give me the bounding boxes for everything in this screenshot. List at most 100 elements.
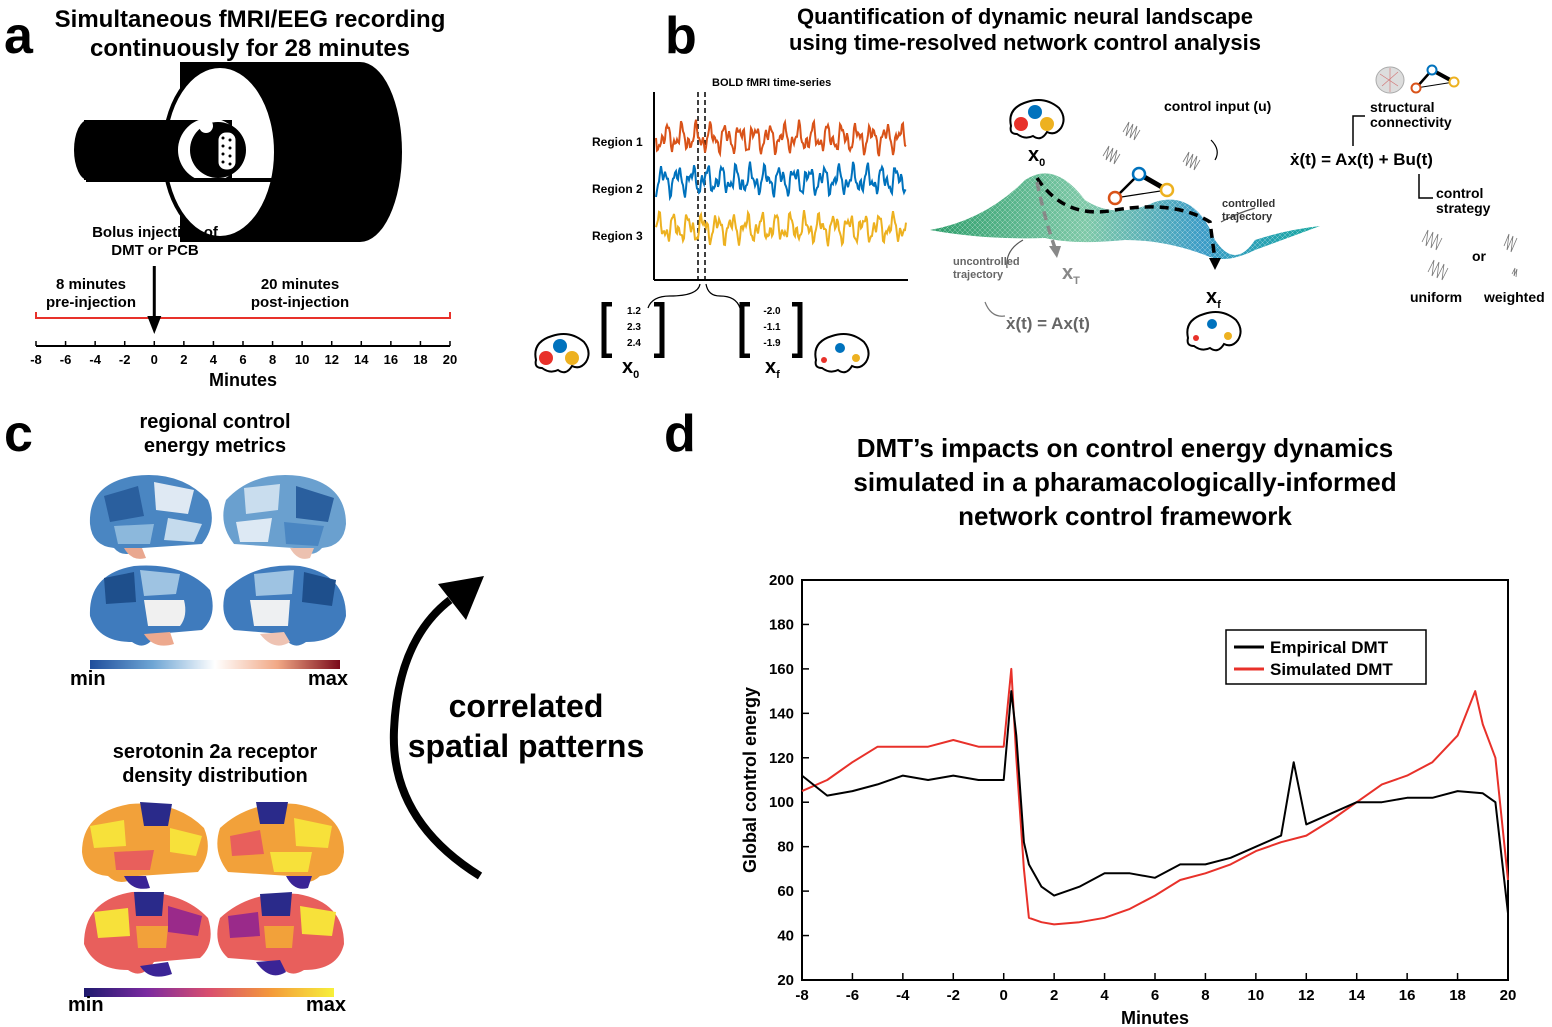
timeline-tick-label: -2 bbox=[119, 352, 131, 367]
cbar1-min-label: min bbox=[70, 668, 106, 690]
equation-pointer bbox=[984, 301, 1006, 317]
panel-b-title-line2: using time-resolved network control anal… bbox=[789, 30, 1261, 56]
y-tick-label: 60 bbox=[777, 883, 794, 900]
timeline-tick-label: 0 bbox=[151, 352, 158, 367]
landscape-xf-text: x bbox=[1206, 286, 1218, 308]
injection-line2: DMT or PCB bbox=[111, 242, 199, 259]
eeg-cap-icon bbox=[217, 131, 237, 171]
bold-series-line bbox=[655, 209, 907, 248]
pre-injection-label: 8 minutes pre-injection bbox=[36, 276, 146, 312]
cbar1-max-label: max bbox=[308, 668, 349, 690]
timeline-tick-label: 2 bbox=[180, 352, 187, 367]
brain-connectome-icon bbox=[1375, 64, 1460, 94]
x-tick-label: 6 bbox=[1151, 987, 1159, 1004]
y-tick-label: 80 bbox=[777, 839, 794, 856]
correlated-label: correlated spatial patterns bbox=[396, 686, 656, 766]
control-energy-colorbar bbox=[90, 660, 340, 669]
control-input-signal-icons bbox=[1102, 121, 1201, 171]
cbar2-max-label: max bbox=[306, 994, 347, 1016]
receptor-density-brain-maps bbox=[82, 802, 344, 977]
legend-entry-label: Simulated DMT bbox=[1270, 660, 1393, 679]
scanner-table bbox=[86, 178, 282, 182]
timeline-tick-label: 6 bbox=[239, 352, 246, 367]
landscape-xt-label: xT bbox=[1062, 262, 1080, 287]
y-tick-label: 120 bbox=[769, 750, 794, 767]
y-tick-label: 140 bbox=[769, 705, 794, 722]
landscape-xf-label: xf bbox=[1206, 286, 1221, 311]
series-simulated-dmt bbox=[801, 667, 1509, 926]
xf-values: -2.0 -1.1 -1.9 bbox=[756, 304, 788, 352]
x-tick-label: -6 bbox=[846, 987, 859, 1004]
bold-timeseries-plot bbox=[653, 92, 908, 281]
landscape-xt-text: x bbox=[1062, 262, 1074, 284]
x0-values: 1.2 2.3 2.4 bbox=[620, 304, 648, 352]
equation-arrows bbox=[1352, 115, 1365, 146]
bold-label: BOLD fMRI time-series bbox=[712, 77, 832, 89]
panel-a-letter: a bbox=[4, 7, 33, 65]
x-tick-label: 10 bbox=[1248, 987, 1265, 1004]
timeline-tick-label: 12 bbox=[324, 352, 338, 367]
controlled-line1: controlled bbox=[1222, 198, 1276, 210]
control-strategy-label: control strategy bbox=[1436, 186, 1490, 215]
cbar2-min-label: min bbox=[68, 994, 104, 1016]
y-tick-label: 100 bbox=[769, 794, 794, 811]
panel-a-title: Simultaneous fMRI/EEG recording continuo… bbox=[40, 6, 460, 64]
structural-line2: connectivity bbox=[1370, 113, 1452, 130]
x-tick-label: -8 bbox=[795, 987, 808, 1004]
correlation-arc-arrow bbox=[389, 576, 484, 880]
panel-a-title-line1: Simultaneous fMRI/EEG recording bbox=[54, 6, 446, 33]
brain-icon-landscape-xf bbox=[1186, 311, 1242, 352]
brain-icon-xf bbox=[814, 333, 870, 374]
weighted-label: weighted bbox=[1484, 289, 1545, 305]
strategy-line2: strategy bbox=[1436, 199, 1491, 216]
c-title1-line1: regional control bbox=[139, 411, 291, 433]
y-tick-label: 160 bbox=[769, 661, 794, 678]
d-title-line1: DMT’s impacts on control energy dynamics bbox=[856, 433, 1394, 463]
panel-d-title: DMT’s impacts on control energy dynamics… bbox=[770, 432, 1480, 533]
landscape-x0-label: x0 bbox=[1028, 144, 1045, 169]
panel-c-title-1: regional control energy metrics bbox=[100, 410, 330, 458]
receptor-brain-lateral-right bbox=[217, 802, 344, 889]
x-tick-label: 18 bbox=[1449, 987, 1466, 1004]
control-energy-brain-maps bbox=[89, 475, 346, 646]
x-tick-label: 14 bbox=[1348, 987, 1365, 1004]
xf-value-1: -2.0 bbox=[763, 306, 781, 317]
y-tick-label: 20 bbox=[777, 972, 794, 989]
x-tick-label: 2 bbox=[1050, 987, 1058, 1004]
network-node-icon bbox=[1107, 166, 1175, 206]
chart-ylabel: Global control energy bbox=[740, 687, 760, 873]
x-tick-label: -4 bbox=[896, 987, 910, 1004]
x-tick-label: 0 bbox=[1000, 987, 1008, 1004]
injection-line1: Bolus injection of bbox=[92, 224, 218, 241]
timeline-tick-label: 4 bbox=[210, 352, 218, 367]
xf-label-sub: f bbox=[776, 369, 780, 381]
panel-b-title-line1: Quantification of dynamic neural landsca… bbox=[797, 4, 1253, 29]
energy-landscape-illustration bbox=[930, 121, 1320, 317]
x-tick-label: -2 bbox=[947, 987, 960, 1004]
uncontrolled-equation: ẋ(t) = Ax(t) bbox=[1006, 314, 1090, 333]
timeline-tick-label: -8 bbox=[30, 352, 42, 367]
uncontrolled-line1: uncontrolled bbox=[953, 256, 1020, 268]
control-input-pointer bbox=[1210, 139, 1218, 161]
brain-medial-left bbox=[89, 565, 213, 646]
uncontrolled-pointer bbox=[1006, 239, 1024, 269]
uniform-signal-icon bbox=[1421, 229, 1449, 281]
legend-box bbox=[1225, 629, 1427, 685]
xf-value-3: -1.9 bbox=[763, 338, 781, 349]
c-title2-line2: density distribution bbox=[122, 765, 308, 787]
panel-c-letter: c bbox=[4, 405, 33, 463]
region-1-label: Region 1 bbox=[592, 135, 643, 149]
timeline-tick-label: -6 bbox=[60, 352, 72, 367]
structural-connectivity-label: structural connectivity bbox=[1370, 100, 1452, 129]
uncontrolled-line2: trajectory bbox=[953, 268, 1004, 281]
legend-entry-label: Empirical DMT bbox=[1270, 638, 1389, 657]
receptor-brain-lateral-left bbox=[82, 802, 208, 889]
x0-vector-label: x0 bbox=[622, 356, 639, 381]
controlled-line2: trajectory bbox=[1222, 210, 1273, 223]
timeline-tick-label: 10 bbox=[295, 352, 309, 367]
xf-bracket-vector bbox=[739, 302, 803, 358]
timeline-tick-label: 18 bbox=[413, 352, 427, 367]
d-title-line2: simulated in a pharamacologically-inform… bbox=[853, 466, 1397, 497]
c-title1-line2: energy metrics bbox=[143, 435, 287, 457]
xf-vector-label: xf bbox=[765, 356, 780, 381]
